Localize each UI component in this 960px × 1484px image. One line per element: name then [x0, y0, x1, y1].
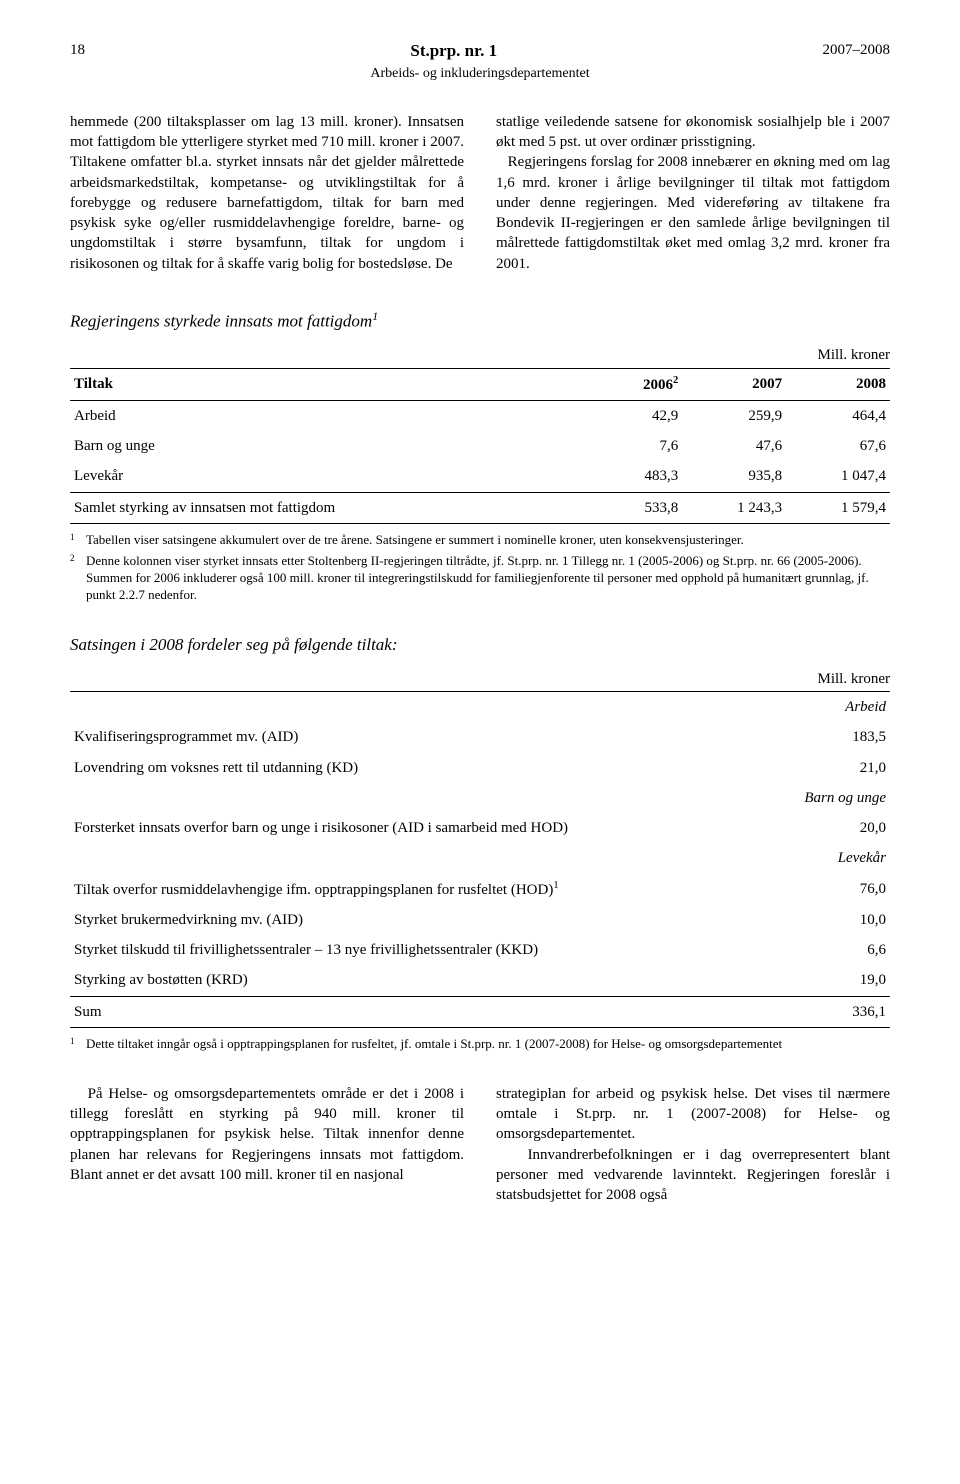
table1-cell: 47,6: [682, 431, 786, 461]
page-header: 18 St.prp. nr. 1 2007–2008: [70, 40, 890, 63]
table1-cell: Barn og unge: [70, 431, 598, 461]
body-bottom-right: strategiplan for arbeid og psykisk helse…: [496, 1084, 890, 1206]
year-range: 2007–2008: [822, 40, 890, 63]
table1-cell: 1 579,4: [786, 492, 890, 523]
table1-title: Regjeringens styrkede innsats mot fattig…: [70, 308, 890, 334]
table1-cell: Levekår: [70, 461, 598, 492]
table2-group-header: Barn og unge: [70, 783, 890, 813]
table1-unit: Mill. kroner: [70, 345, 890, 365]
body-top-right: statlige veiledende satsene for økonomis…: [496, 112, 890, 274]
body-top-columns: hemmede (200 tiltaksplasser om lag 13 mi…: [70, 112, 890, 274]
table1-row: Arbeid42,9259,9464,4: [70, 400, 890, 431]
table1-row: Barn og unge7,647,667,6: [70, 431, 890, 461]
table2-row: Tiltak overfor rusmiddelavhengige ifm. o…: [70, 874, 890, 905]
table1-col-1: 20062: [598, 368, 683, 400]
table2-sum-row: Sum336,1: [70, 996, 890, 1027]
table1-cell: 533,8: [598, 492, 683, 523]
table2-row: Forsterket innsats overfor barn og unge …: [70, 813, 890, 843]
table1: Tiltak 20062 2007 2008 Arbeid42,9259,946…: [70, 368, 890, 524]
footnote: 1Tabellen viser satsingene akkumulert ov…: [70, 532, 890, 550]
table2-row: Kvalifiseringsprogrammet mv. (AID)183,5: [70, 722, 890, 752]
document-subtitle: Arbeids- og inkluderingsdepartementet: [70, 65, 890, 84]
table1-cell: 1 243,3: [682, 492, 786, 523]
table1-col-0: Tiltak: [70, 368, 598, 400]
body-top-left: hemmede (200 tiltaksplasser om lag 13 mi…: [70, 112, 464, 274]
table2-group-header: Arbeid: [70, 692, 890, 723]
table1-cell: Arbeid: [70, 400, 598, 431]
table2-unit: Mill. kroner: [70, 669, 890, 689]
table2-row: Styrking av bostøtten (KRD)19,0: [70, 965, 890, 996]
table1-col-3: 2008: [786, 368, 890, 400]
table1-footnotes: 1Tabellen viser satsingene akkumulert ov…: [70, 532, 890, 604]
table1-cell: 464,4: [786, 400, 890, 431]
table1-header-row: Tiltak 20062 2007 2008: [70, 368, 890, 400]
body-bottom-left: På Helse- og omsorgsdepartementets områd…: [70, 1084, 464, 1206]
table1-cell: 7,6: [598, 431, 683, 461]
table1-row: Samlet styrking av innsatsen mot fattigd…: [70, 492, 890, 523]
document-title: St.prp. nr. 1: [410, 40, 497, 63]
page-number: 18: [70, 40, 85, 63]
footnote: 2Denne kolonnen viser styrket innsats et…: [70, 553, 890, 604]
table2-row: Lovendring om voksnes rett til utdanning…: [70, 753, 890, 783]
table1-cell: Samlet styrking av innsatsen mot fattigd…: [70, 492, 598, 523]
table2-group-header: Levekår: [70, 843, 890, 873]
table1-row: Levekår483,3935,81 047,4: [70, 461, 890, 492]
table2-row: Styrket tilskudd til frivillighetssentra…: [70, 935, 890, 965]
body-bottom-columns: På Helse- og omsorgsdepartementets områd…: [70, 1084, 890, 1206]
table1-col-2: 2007: [682, 368, 786, 400]
table1-cell: 483,3: [598, 461, 683, 492]
table2: ArbeidKvalifiseringsprogrammet mv. (AID)…: [70, 691, 890, 1028]
table1-cell: 1 047,4: [786, 461, 890, 492]
footnote: 1Dette tiltaket inngår også i opptrappin…: [70, 1036, 890, 1054]
table1-cell: 935,8: [682, 461, 786, 492]
table1-cell: 67,6: [786, 431, 890, 461]
table1-cell: 42,9: [598, 400, 683, 431]
table2-row: Styrket brukermedvirkning mv. (AID)10,0: [70, 905, 890, 935]
table1-cell: 259,9: [682, 400, 786, 431]
table2-footnotes: 1Dette tiltaket inngår også i opptrappin…: [70, 1036, 890, 1054]
table2-title: Satsingen i 2008 fordeler seg på følgend…: [70, 634, 890, 657]
